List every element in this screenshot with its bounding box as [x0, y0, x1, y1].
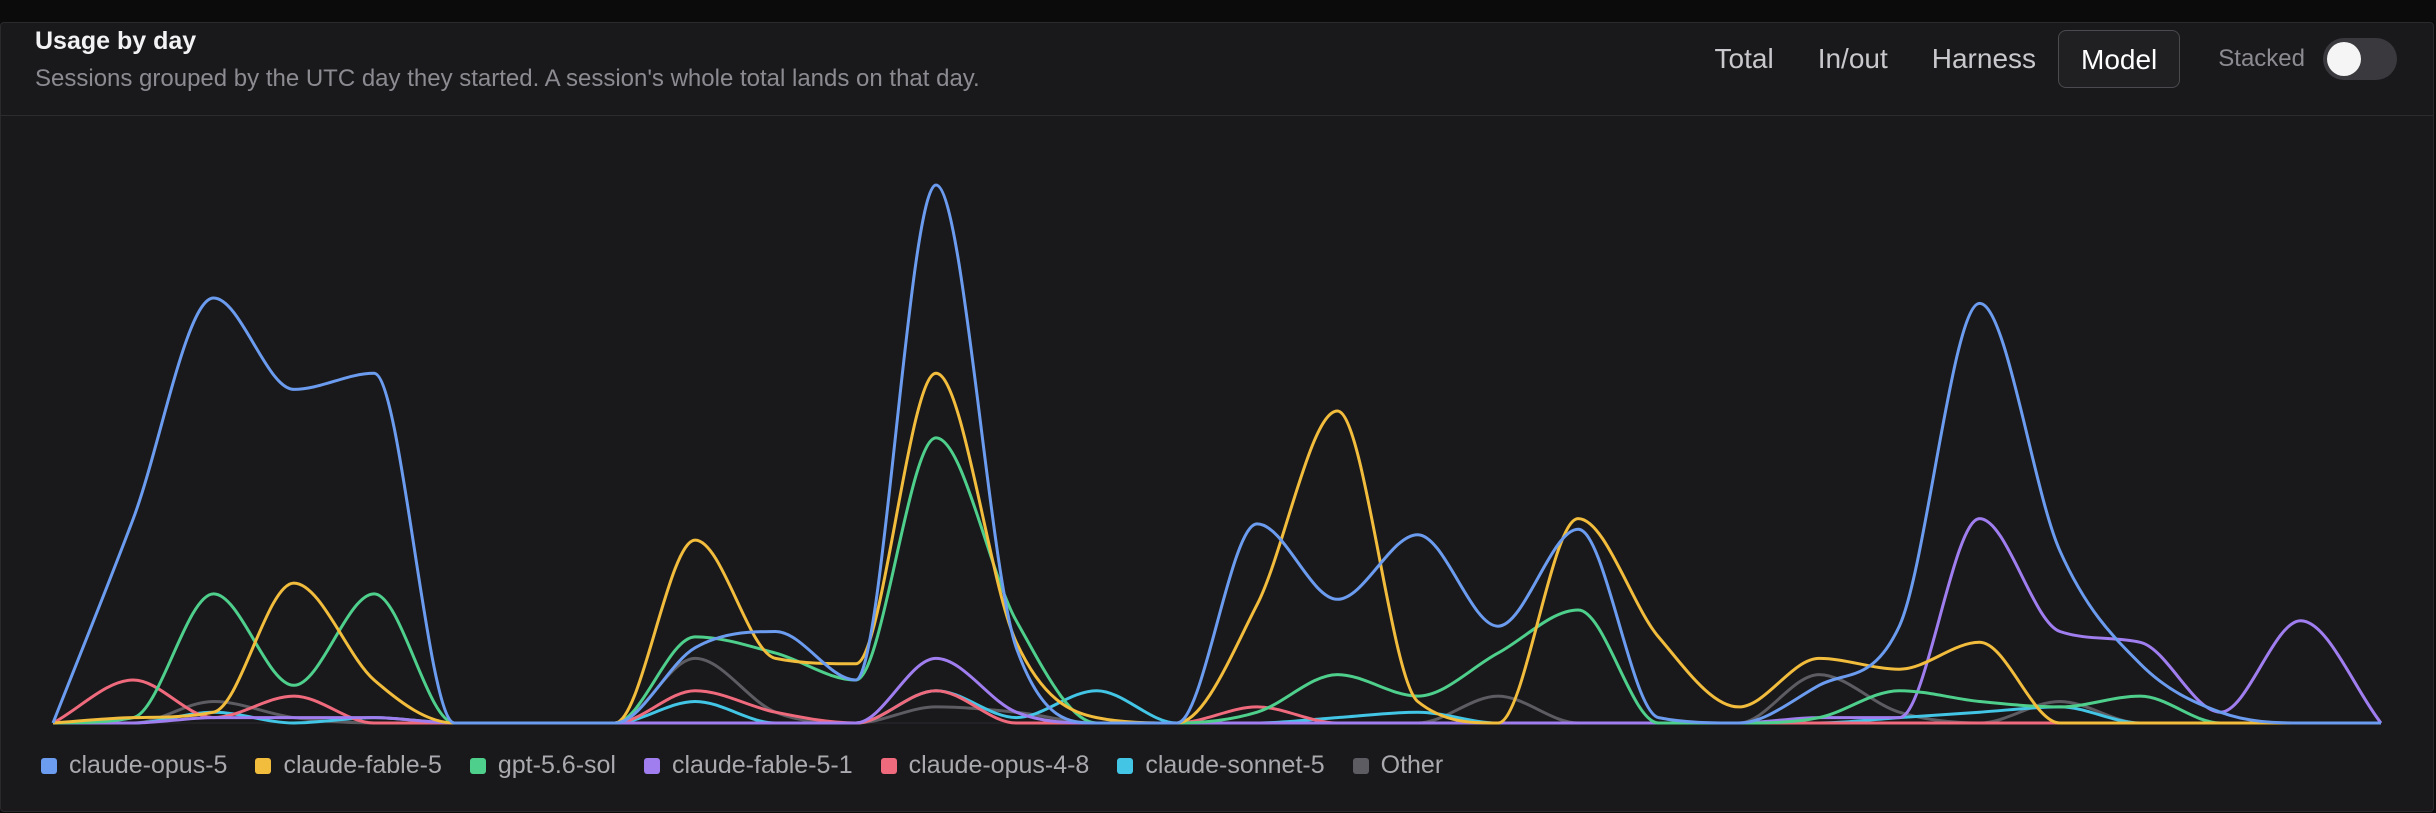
tab-total[interactable]: Total — [1714, 43, 1774, 74]
stacked-toggle[interactable] — [2323, 38, 2397, 80]
legend-swatch — [644, 757, 660, 774]
card-header: Usage by day Sessions grouped by the UTC… — [1, 23, 2433, 116]
legend-swatch — [1117, 757, 1134, 774]
legend-item-claude-opus-4-8[interactable]: claude-opus-4-8 — [880, 751, 1090, 780]
tab-harness[interactable]: Harness — [1931, 43, 2037, 74]
legend-swatch — [1352, 757, 1369, 774]
legend-label: Other — [1380, 751, 1444, 779]
series-line-claude-fable-5[interactable] — [52, 371, 2381, 725]
card-subtitle: Sessions grouped by the UTC day they sta… — [35, 65, 980, 92]
legend-label: claude-sonnet-5 — [1145, 751, 1325, 779]
legend-item-gpt-5.6-sol[interactable]: gpt-5.6-sol — [469, 751, 616, 780]
legend-swatch — [880, 757, 897, 774]
legend-swatch — [469, 757, 486, 774]
legend-label: claude-fable-5 — [283, 751, 442, 779]
legend-swatch — [41, 757, 57, 774]
series-line-claude-opus-5[interactable] — [51, 183, 2381, 725]
tab-model[interactable]: Model — [2058, 30, 2181, 88]
legend-label: claude-opus-5 — [69, 751, 228, 779]
legend-item-claude-sonnet-5[interactable]: claude-sonnet-5 — [1117, 751, 1325, 780]
line-chart — [51, 183, 2383, 725]
stacked-label: Stacked — [2218, 45, 2305, 72]
toggle-knob — [2327, 42, 2361, 76]
legend-label: claude-fable-5-1 — [672, 751, 853, 779]
legend-label: claude-opus-4-8 — [908, 751, 1090, 779]
series-line-Other[interactable] — [53, 656, 2381, 725]
card-title: Usage by day — [35, 27, 197, 55]
legend-swatch — [255, 757, 272, 774]
legend-item-claude-fable-5-1[interactable]: claude-fable-5-1 — [644, 751, 853, 780]
legend-label: gpt-5.6-sol — [497, 751, 616, 779]
legend-item-Other[interactable]: Other — [1352, 751, 1444, 780]
legend-item-claude-opus-5[interactable]: claude-opus-5 — [41, 751, 227, 780]
usage-by-day-card: Usage by day Sessions grouped by the UTC… — [0, 22, 2434, 812]
legend-item-claude-fable-5[interactable]: claude-fable-5 — [255, 751, 442, 780]
tab-in-out[interactable]: In/out — [1817, 43, 1888, 74]
chart-legend: claude-opus-5 claude-fable-5 gpt-5.6-sol cl… — [41, 751, 1471, 780]
view-tabs: Total In/out Harness Model Stacked — [1693, 29, 2433, 89]
